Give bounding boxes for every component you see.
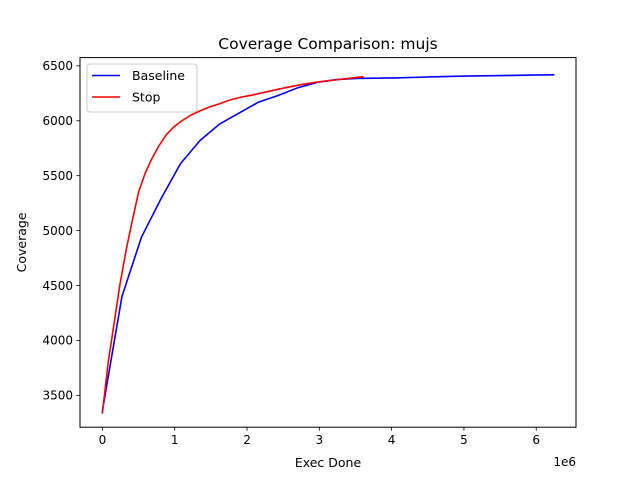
series-line-stop <box>101 75 364 414</box>
y-axis-ticks: 3500 4000 4500 5000 5500 6000 6500 <box>42 59 80 403</box>
y-tick-label: 5000 <box>42 224 73 238</box>
x-tick-label: 0 <box>99 433 107 447</box>
y-tick-label: 5500 <box>42 169 73 183</box>
y-tick-label: 4500 <box>42 279 73 293</box>
x-axis-offset-label: 1e6 <box>553 455 576 469</box>
y-tick-label: 3500 <box>42 389 73 403</box>
y-tick-label: 6500 <box>42 59 73 73</box>
legend-label-baseline: Baseline <box>132 68 185 83</box>
legend: Baseline Stop <box>86 63 198 113</box>
chart-title: Coverage Comparison: mujs <box>218 35 437 53</box>
x-tick-label: 1 <box>171 433 179 447</box>
x-axis-ticks: 0 1 2 3 4 5 6 <box>99 427 540 447</box>
x-axis-label: Exec Done <box>295 455 362 470</box>
x-tick-label: 3 <box>316 433 324 447</box>
y-tick-label: 4000 <box>42 334 73 348</box>
x-tick-label: 5 <box>460 433 468 447</box>
y-axis-label: Coverage <box>14 212 29 272</box>
legend-label-stop: Stop <box>132 90 160 105</box>
x-tick-label: 6 <box>532 433 540 447</box>
axes-frame <box>79 57 577 428</box>
y-tick-label: 6000 <box>42 114 73 128</box>
x-tick-label: 2 <box>243 433 251 447</box>
x-tick-label: 4 <box>388 433 396 447</box>
plot-area <box>101 74 555 414</box>
